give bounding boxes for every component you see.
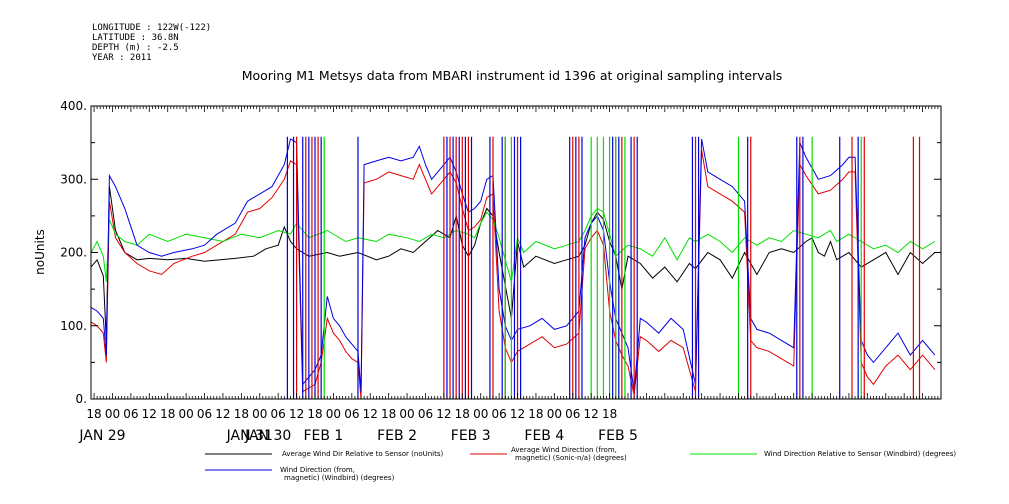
x-tick-label-11: 12 [289,407,304,421]
x-tick-label-18: 06 [418,407,433,421]
y-tick-label-1: 100. [60,319,87,333]
x-tick-label-27: 12 [584,407,599,421]
legend-label-0: Average Wind Dir Relative to Sensor (noU… [282,450,443,458]
x-tick-label-19: 12 [436,407,451,421]
date-label-7: FEB 5 [598,428,638,444]
x-tick-label-5: 00 [178,407,193,421]
x-tick-label-24: 18 [528,407,543,421]
x-tick-label-3: 12 [142,407,157,421]
x-tick-label-17: 00 [399,407,414,421]
series-line-2 [91,207,936,282]
date-label-1: JAN 30 [244,428,291,444]
y-tick-label-0: 0. [76,392,87,406]
x-tick-label-21: 00 [473,407,488,421]
x-tick-label-0: 18 [86,407,101,421]
x-tick-label-10: 06 [271,407,286,421]
series-line-1 [91,149,936,399]
chart-title: Mooring M1 Metsys data from MBARI instru… [242,68,783,83]
y-tick-label-3: 300. [60,172,87,186]
x-tick-label-7: 12 [215,407,230,421]
axes: 0.100.200.300.400.18 00 06 12 18 00 06 12 18 00 06… [60,99,942,444]
latitude-label: LATITUDE : 36.8N [92,33,179,43]
series-line-0 [91,186,936,341]
x-tick-label-15: 12 [363,407,378,421]
x-tick-label-22: 06 [491,407,506,421]
date-label-4: FEB 2 [377,428,417,444]
date-label-3: FEB 1 [303,428,343,444]
y-tick-label-2: 200. [60,246,87,260]
x-tick-label-9: 00 [252,407,267,421]
x-tick-label-4: 18 [160,407,175,421]
legend-label-1: Average Wind Direction (from, magnetic) … [511,446,627,462]
legend-label-2: Wind Direction Relative to Sensor (Windb… [764,450,956,458]
series-line-3 [91,138,936,392]
x-tick-label-8: 18 [234,407,249,421]
date-label-2: JAN 31 [226,428,273,444]
year-label: YEAR : 2011 [92,53,152,63]
depth-label: DEPTH (m) : -2.5 [92,43,179,53]
x-tick-label-16: 18 [381,407,396,421]
date-label-5: FEB 3 [451,428,491,444]
x-tick-label-28: 18 [602,407,617,421]
x-tick-label-13: 00 [326,407,341,421]
x-tick-label-12: 18 [307,407,322,421]
longitude-label: LONGITUDE : 122W(-122) [92,23,211,33]
x-tick-label-14: 06 [344,407,359,421]
x-tick-label-20: 18 [455,407,470,421]
x-tick-label-6: 06 [197,407,212,421]
x-tick-label-1: 00 [105,407,120,421]
x-tick-label-23: 12 [510,407,525,421]
x-tick-label-25: 00 [547,407,562,421]
x-tick-label-2: 06 [123,407,138,421]
y-axis-label: noUnits [33,229,47,275]
date-label-0: JAN 29 [78,428,125,444]
plot-lines [91,136,936,399]
x-tick-label-26: 06 [565,407,580,421]
date-label-6: FEB 4 [524,428,564,444]
legend-label-3: Wind Direction (from, magnetic) (Windbir… [280,466,395,482]
legend: Average Wind Dir Relative to Sensor (noU… [205,446,956,482]
y-tick-label-4: 400. [60,99,87,113]
